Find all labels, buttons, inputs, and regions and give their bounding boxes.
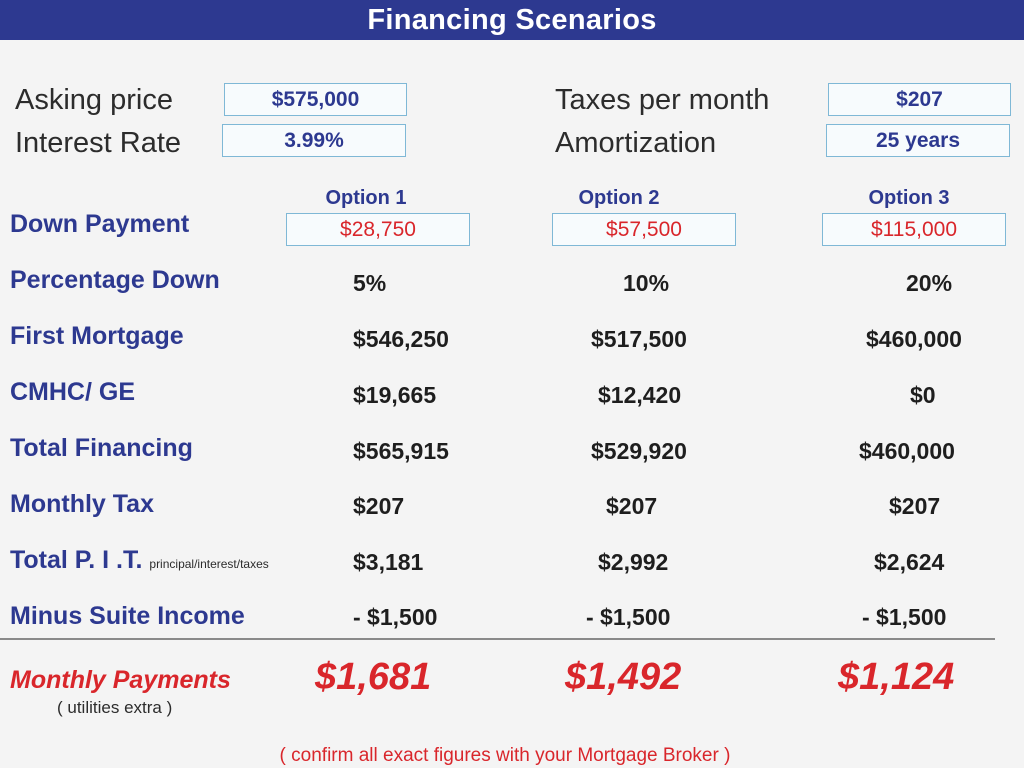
row-label-total-financing: Total Financing — [10, 434, 193, 462]
percentage-down-option-2: 10% — [623, 270, 670, 296]
down-payment-option-2-field[interactable]: $57,500 — [552, 213, 736, 246]
down-payment-label: Down Payment — [10, 210, 190, 238]
total-pit-option-1: $3,181 — [353, 549, 424, 575]
divider — [0, 638, 995, 640]
minus-suite-income-option-1: - $1,500 — [353, 604, 438, 630]
interest-rate-field[interactable]: 3.99% — [222, 124, 406, 157]
title-bar: Financing Scenarios — [0, 0, 1024, 40]
monthly-tax-option-3: $207 — [889, 493, 941, 519]
taxes-per-month-label: Taxes per month — [555, 84, 770, 116]
first-mortgage-option-3: $460,000 — [866, 326, 962, 352]
asking-price-label: Asking price — [15, 84, 173, 116]
monthly-tax-option-1: $207 — [353, 493, 405, 519]
row-label-minus-suite-income: Minus Suite Income — [10, 602, 245, 630]
total-pit-option-2: $2,992 — [598, 549, 669, 575]
total-pit-label: Total P. I .T. — [10, 546, 143, 574]
percentage-down-option-3: 20% — [906, 270, 953, 296]
option-1-header: Option 1 — [325, 187, 407, 209]
page-title: Financing Scenarios — [367, 3, 657, 36]
first-mortgage-option-1: $546,250 — [353, 326, 449, 352]
first-mortgage-option-2: $517,500 — [591, 326, 687, 352]
footnote: ( confirm all exact figures with your Mo… — [279, 745, 731, 766]
amortization-field[interactable]: 25 years — [826, 124, 1010, 157]
option-2-header: Option 2 — [578, 187, 660, 209]
cmhc-ge-option-3: $0 — [910, 382, 936, 408]
monthly-payment-option-2: $1,492 — [565, 656, 682, 698]
monthly-payment-option-1: $1,681 — [315, 656, 432, 698]
percentage-down-option-1: 5% — [353, 270, 387, 296]
row-label-monthly-tax: Monthly Tax — [10, 490, 154, 518]
down-payment-option-3-field[interactable]: $115,000 — [822, 213, 1006, 246]
minus-suite-income-option-3: - $1,500 — [862, 604, 947, 630]
row-label-cmhc-ge: CMHC/ GE — [10, 378, 135, 406]
total-pit-note: principal/interest/taxes — [149, 557, 269, 571]
row-label-percentage-down: Percentage Down — [10, 266, 220, 294]
interest-rate-label: Interest Rate — [15, 127, 182, 159]
monthly-payment-option-3: $1,124 — [838, 656, 955, 698]
monthly-tax-option-2: $207 — [606, 493, 658, 519]
total-financing-option-3: $460,000 — [859, 438, 955, 464]
utilities-note: ( utilities extra ) — [57, 698, 173, 717]
row-label-total-pit: Total P. I .T. principal/interest/taxes — [10, 546, 269, 575]
amortization-label: Amortization — [555, 127, 717, 159]
asking-price-field[interactable]: $575,000 — [224, 83, 407, 116]
row-label-first-mortgage: First Mortgage — [10, 322, 184, 350]
down-payment-option-1-field[interactable]: $28,750 — [286, 213, 470, 246]
cmhc-ge-option-1: $19,665 — [353, 382, 437, 408]
monthly-payments-label: Monthly Payments — [10, 666, 231, 694]
total-pit-option-3: $2,624 — [874, 549, 945, 575]
total-financing-option-1: $565,915 — [353, 438, 449, 464]
taxes-per-month-field[interactable]: $207 — [828, 83, 1011, 116]
total-financing-option-2: $529,920 — [591, 438, 687, 464]
cmhc-ge-option-2: $12,420 — [598, 382, 682, 408]
minus-suite-income-option-2: - $1,500 — [586, 604, 671, 630]
option-3-header: Option 3 — [868, 187, 950, 209]
